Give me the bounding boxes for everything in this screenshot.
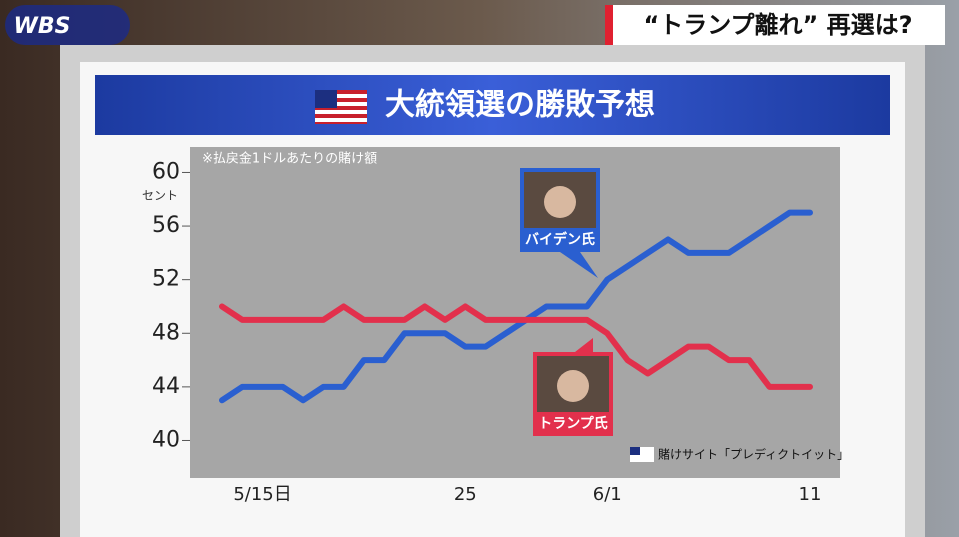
label-pointer xyxy=(560,252,598,278)
x-tick-label: 11 xyxy=(799,484,822,505)
y-tick-label: 40 xyxy=(152,427,180,452)
series-line xyxy=(219,209,813,404)
y-tick-label: 56 xyxy=(152,213,180,238)
banner: “トランプ離れ” 再選は? xyxy=(643,11,912,39)
y-tick-label: 52 xyxy=(152,267,180,292)
y-tick-label: 44 xyxy=(152,374,180,399)
series-line xyxy=(219,303,813,390)
chart-title: 大統領選の勝敗予想 xyxy=(385,88,655,123)
portrait-face xyxy=(544,186,576,218)
legend-label: バイデン氏 xyxy=(525,231,595,248)
source-flag-canton xyxy=(630,447,640,455)
x-tick-label: 5/15日 xyxy=(233,484,291,505)
portrait-face xyxy=(557,370,589,402)
note: ※払戻金1ドルあたりの賭け額 xyxy=(202,151,377,167)
legend-label: トランプ氏 xyxy=(538,416,608,432)
y-tick-label: 60 xyxy=(152,159,180,184)
header xyxy=(95,75,890,135)
plot-area xyxy=(190,147,840,478)
y-tick-label: 48 xyxy=(152,320,180,345)
logo: WBS xyxy=(14,14,71,39)
y-unit: セント xyxy=(142,189,178,203)
banner-box xyxy=(605,5,945,45)
x-tick-label: 6/1 xyxy=(593,484,622,505)
logo-bg xyxy=(5,5,130,45)
source: 賭けサイト「プレディクトイット」 xyxy=(658,447,849,462)
x-tick-label: 25 xyxy=(454,484,477,505)
banner-accent xyxy=(605,5,613,45)
flag xyxy=(315,90,367,124)
label-pointer xyxy=(575,338,593,352)
